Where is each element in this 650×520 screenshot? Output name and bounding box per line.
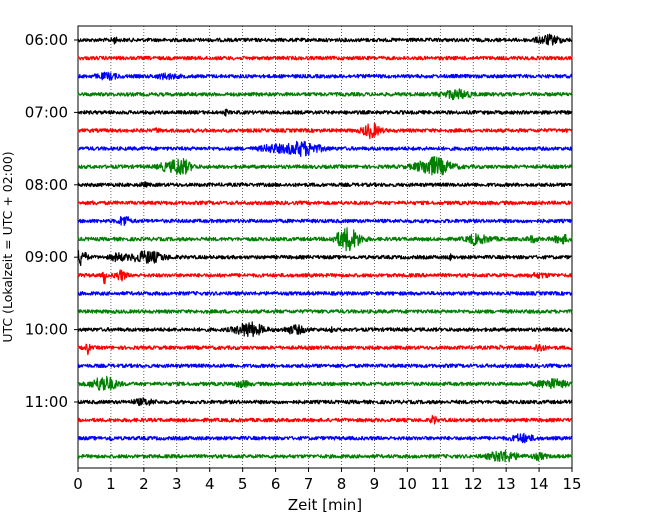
trace-1115: [77, 414, 573, 425]
trace-1145: [77, 449, 573, 463]
trace-0930: [77, 291, 573, 296]
x-tick-label: 5: [238, 475, 248, 493]
trace-0630: [77, 71, 573, 81]
trace-0945: [77, 309, 573, 314]
trace-0815: [77, 200, 573, 206]
x-tick-label: 7: [304, 475, 314, 493]
trace-1045: [77, 375, 573, 391]
trace-0800: [77, 181, 573, 188]
trace-1100: [77, 397, 573, 406]
x-tick-label: 1: [106, 475, 116, 493]
trace-0830: [77, 216, 573, 226]
x-tick-label: 2: [139, 475, 149, 493]
y-tick-label: 07:00: [25, 103, 68, 121]
trace-0845: [77, 227, 573, 252]
x-tick-label: 0: [73, 475, 83, 493]
x-tick-label: 11: [431, 475, 450, 493]
trace-0600: [77, 33, 573, 46]
x-tick-label: 14: [530, 475, 549, 493]
x-tick-label: 9: [370, 475, 380, 493]
trace-0700: [77, 108, 573, 117]
x-tick-label: 6: [271, 475, 281, 493]
trace-1130: [77, 432, 573, 444]
trace-1030: [77, 363, 573, 369]
x-tick-label: 12: [464, 475, 483, 493]
seismogram-traces: [77, 33, 573, 463]
trace-0715: [77, 122, 573, 140]
trace-1015: [77, 343, 573, 356]
y-tick-label: 10:00: [25, 321, 68, 339]
trace-0730: [77, 140, 573, 158]
trace-1000: [77, 321, 573, 338]
x-axis-label: Zeit [min]: [288, 496, 362, 514]
x-tick-label: 13: [497, 475, 516, 493]
y-tick-label: 11:00: [25, 393, 68, 411]
x-axis-ticks: 0 1 2 3 4 5 6 7 8 9 10 11 12 13 14 15: [73, 468, 582, 493]
trace-0615: [77, 55, 573, 61]
x-tick-label: 15: [562, 475, 581, 493]
trace-0645: [77, 88, 573, 101]
x-tick-label: 4: [205, 475, 215, 493]
y-tick-label: 06:00: [25, 31, 68, 49]
y-tick-label: 09:00: [25, 248, 68, 266]
x-tick-label: 10: [398, 475, 417, 493]
y-tick-label: 08:00: [25, 176, 68, 194]
trace-0900: [77, 250, 573, 267]
y-axis-label: UTC (Lokalzeit = UTC + 02:00): [0, 151, 15, 342]
trace-0745: [77, 156, 573, 176]
x-tick-label: 3: [172, 475, 182, 493]
x-tick-label: 8: [337, 475, 347, 493]
trace-0915: [77, 269, 573, 285]
plot-frame: [77, 25, 573, 469]
y-axis-ticks: 06:00 07:00 08:00 09:00 10:00 11:00: [25, 31, 78, 411]
